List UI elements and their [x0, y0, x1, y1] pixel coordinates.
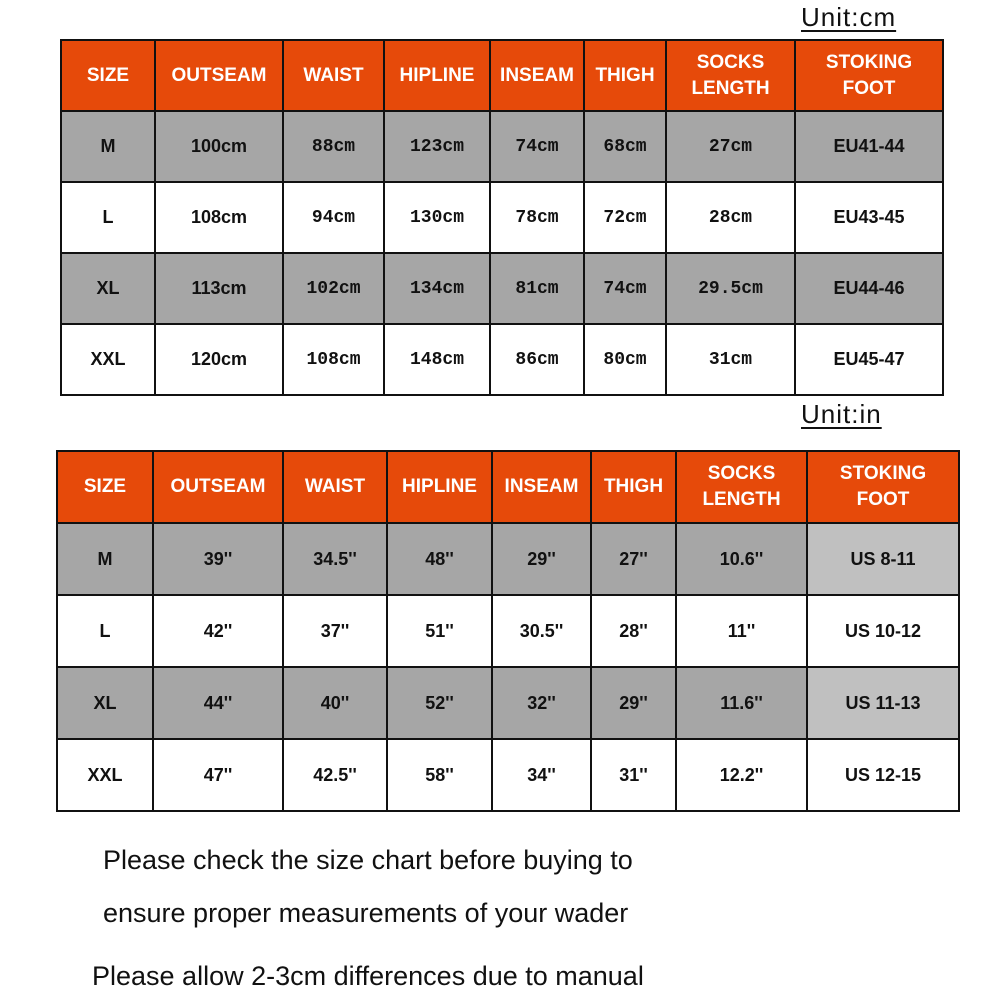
column-header: INSEAM [489, 39, 585, 112]
table-cell: 78cm [489, 181, 585, 254]
table-row: M 39'' 34.5'' 48'' 29'' 27'' 10.6'' US 8-11 [56, 522, 960, 596]
table-cell: US 8-11 [806, 522, 960, 596]
table-cell: 39'' [152, 522, 284, 596]
unit-in-label: Unit:in [801, 399, 882, 429]
column-header: STOKING FOOT [794, 39, 944, 112]
table-cell: EU41-44 [794, 110, 944, 183]
table-row: L 108cm 94cm 130cm 78cm 72cm 28cm EU43-45 [60, 181, 944, 254]
table-cell: 58'' [386, 738, 493, 812]
column-header: HIPLINE [383, 39, 491, 112]
table-cell: 148cm [383, 323, 491, 396]
table-cell: 100cm [154, 110, 284, 183]
table-cell: EU44-46 [794, 252, 944, 325]
table-cell: 42'' [152, 594, 284, 668]
note-line-2: ensure proper measurements of your wader [103, 898, 629, 928]
column-header: OUTSEAM [152, 450, 284, 524]
column-header: WAIST [282, 39, 385, 112]
table-cell: 80cm [583, 323, 667, 396]
table-cell: XXL [56, 738, 154, 812]
table-cell: 40'' [282, 666, 388, 740]
table-cell: 52'' [386, 666, 493, 740]
table-cell: 72cm [583, 181, 667, 254]
header-row: SIZE OUTSEAM WAIST HIPLINE INSEAM THIGH SOCKS … [60, 39, 944, 112]
size-table-in: SIZE OUTSEAM WAIST HIPLINE INSEAM THIGH SOCKS … [56, 450, 960, 812]
table-row: XXL 47'' 42.5'' 58'' 34'' 31'' 12.2'' US 12-15 [56, 738, 960, 812]
unit-cm-label: Unit:cm [801, 2, 897, 32]
table-cell: XL [60, 252, 156, 325]
table-cell: 134cm [383, 252, 491, 325]
table-cell: 12.2'' [675, 738, 808, 812]
table-cell: 120cm [154, 323, 284, 396]
table-cell: US 11-13 [806, 666, 960, 740]
table-cell: 27cm [665, 110, 796, 183]
table-cell: 28'' [590, 594, 677, 668]
table-cell: 32'' [491, 666, 592, 740]
table-row: XXL 120cm 108cm 148cm 86cm 80cm 31cm EU45-47 [60, 323, 944, 396]
table-cell: 68cm [583, 110, 667, 183]
table-cell: US 10-12 [806, 594, 960, 668]
table-row: XL 113cm 102cm 134cm 81cm 74cm 29.5cm EU44-46 [60, 252, 944, 325]
table-cell: 86cm [489, 323, 585, 396]
column-header: THIGH [583, 39, 667, 112]
table-cell: 113cm [154, 252, 284, 325]
table-cell: US 12-15 [806, 738, 960, 812]
table-cell: M [56, 522, 154, 596]
table-cell: 102cm [282, 252, 385, 325]
table-cell: 51'' [386, 594, 493, 668]
size-table-cm: SIZE OUTSEAM WAIST HIPLINE INSEAM THIGH SOCKS … [60, 39, 944, 396]
table-cell: 47'' [152, 738, 284, 812]
table-cell: 123cm [383, 110, 491, 183]
column-header: SOCKS LENGTH [675, 450, 808, 524]
table-row: L 42'' 37'' 51'' 30.5'' 28'' 11'' US 10-12 [56, 594, 960, 668]
column-header: SOCKS LENGTH [665, 39, 796, 112]
table-cell: L [60, 181, 156, 254]
table-cell: 37'' [282, 594, 388, 668]
table-cell: M [60, 110, 156, 183]
table-cell: 130cm [383, 181, 491, 254]
table-cell: 88cm [282, 110, 385, 183]
column-header: WAIST [282, 450, 388, 524]
table-cell: 44'' [152, 666, 284, 740]
table-cell: 74cm [583, 252, 667, 325]
table-cell: 48'' [386, 522, 493, 596]
table-cell: 34'' [491, 738, 592, 812]
column-header: THIGH [590, 450, 677, 524]
table-cell: L [56, 594, 154, 668]
table-cell: 108cm [154, 181, 284, 254]
column-header: SIZE [60, 39, 156, 112]
table-cell: EU45-47 [794, 323, 944, 396]
table-cell: 81cm [489, 252, 585, 325]
table-cell: 29.5cm [665, 252, 796, 325]
table-cell: 94cm [282, 181, 385, 254]
table-cell: 11'' [675, 594, 808, 668]
table-cell: 30.5'' [491, 594, 592, 668]
note-line-1: Please check the size chart before buyin… [103, 845, 633, 875]
table-cell: 34.5'' [282, 522, 388, 596]
table-cell: EU43-45 [794, 181, 944, 254]
table-cell: 42.5'' [282, 738, 388, 812]
table-cell: 108cm [282, 323, 385, 396]
table-cell: XL [56, 666, 154, 740]
table-cell: 74cm [489, 110, 585, 183]
column-header: HIPLINE [386, 450, 493, 524]
table-cell: 31'' [590, 738, 677, 812]
column-header: OUTSEAM [154, 39, 284, 112]
column-header: STOKING FOOT [806, 450, 960, 524]
table-cell: 31cm [665, 323, 796, 396]
header-row: SIZE OUTSEAM WAIST HIPLINE INSEAM THIGH SOCKS … [56, 450, 960, 524]
column-header: SIZE [56, 450, 154, 524]
table-row: M 100cm 88cm 123cm 74cm 68cm 27cm EU41-44 [60, 110, 944, 183]
table-cell: 28cm [665, 181, 796, 254]
table-cell: 10.6'' [675, 522, 808, 596]
table-cell: 29'' [491, 522, 592, 596]
table-cell: XXL [60, 323, 156, 396]
table-cell: 27'' [590, 522, 677, 596]
column-header: INSEAM [491, 450, 592, 524]
note-line-3: Please allow 2-3cm differences due to ma… [92, 961, 644, 991]
table-cell: 29'' [590, 666, 677, 740]
table-row: XL 44'' 40'' 52'' 32'' 29'' 11.6'' US 11-13 [56, 666, 960, 740]
table-cell: 11.6'' [675, 666, 808, 740]
